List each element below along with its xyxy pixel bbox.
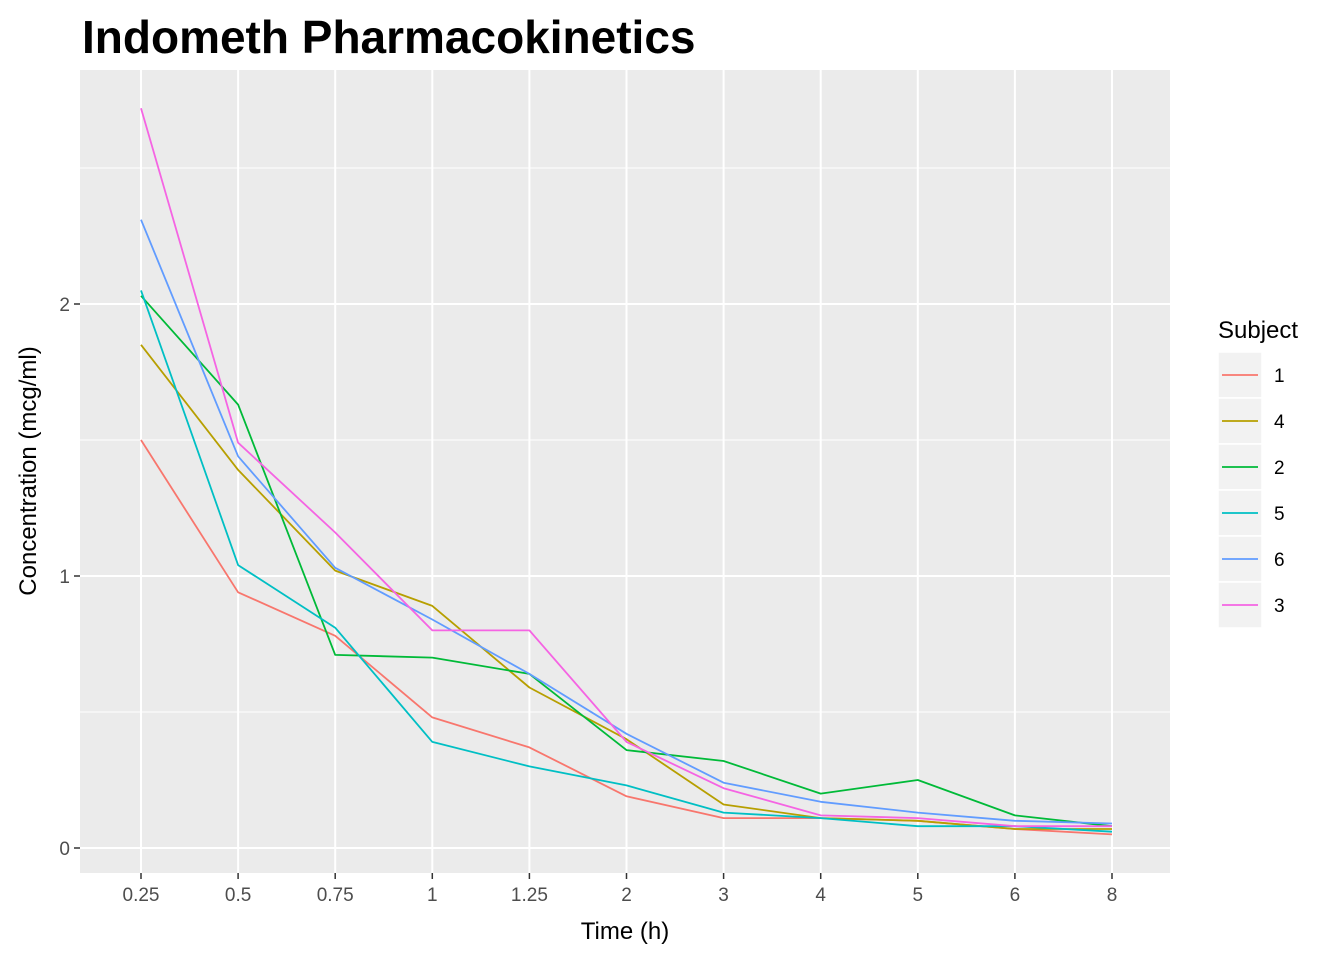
grid-minor <box>80 167 1170 713</box>
legend-label-5: 5 <box>1274 504 1285 525</box>
legend-item-2: 2 <box>1217 443 1285 491</box>
y-tick-label-1: 1 <box>59 567 70 588</box>
series-line-5 <box>140 290 1113 833</box>
legend-item-6: 6 <box>1217 535 1285 583</box>
legend-item-5: 5 <box>1217 489 1285 537</box>
legend-item-3: 3 <box>1217 581 1285 629</box>
legend-item-4: 4 <box>1217 397 1285 445</box>
y-axis: 0 1 2 <box>59 295 80 860</box>
x-tick-label-4: 1.25 <box>511 885 548 906</box>
y-tick-label-0: 0 <box>59 839 70 860</box>
x-tick-label-5: 2 <box>621 885 632 906</box>
series-line-3 <box>140 107 1112 828</box>
x-tick-label-6: 3 <box>718 885 729 906</box>
x-tick-label-1: 0.5 <box>225 885 251 906</box>
y-axis-title: Concentration (mcg/ml) <box>15 346 42 595</box>
series-line-4 <box>140 344 1112 830</box>
legend-item-1: 1 <box>1217 351 1285 399</box>
series-line-6 <box>140 219 1113 825</box>
x-tick-label-8: 5 <box>913 885 924 906</box>
chart-title: Indometh Pharmacokinetics <box>82 11 696 63</box>
legend-title: Subject <box>1218 317 1298 344</box>
x-tick-label-10: 8 <box>1107 885 1118 906</box>
legend-items: 1 4 2 5 6 3 <box>1217 351 1285 629</box>
grid-major <box>80 70 1170 873</box>
legend-label-4: 4 <box>1274 412 1285 433</box>
legend-label-2: 2 <box>1274 458 1285 479</box>
x-tick-label-7: 4 <box>815 885 826 906</box>
y-tick-label-2: 2 <box>59 295 70 316</box>
x-tick-label-9: 6 <box>1010 885 1021 906</box>
x-axis: 0.25 0.5 0.75 1 1.25 2 3 4 5 6 8 <box>123 873 1118 906</box>
legend-label-3: 3 <box>1274 596 1285 617</box>
legend: Subject 1 4 2 5 6 3 <box>1217 317 1298 629</box>
series-line-2 <box>140 295 1113 828</box>
series-lines <box>140 107 1113 836</box>
legend-label-6: 6 <box>1274 550 1285 571</box>
x-tick-label-0: 0.25 <box>123 885 160 906</box>
plot-panel <box>80 70 1170 873</box>
x-tick-label-3: 1 <box>427 885 438 906</box>
x-axis-title: Time (h) <box>581 918 669 945</box>
x-tick-label-2: 0.75 <box>317 885 354 906</box>
legend-label-1: 1 <box>1274 366 1285 387</box>
